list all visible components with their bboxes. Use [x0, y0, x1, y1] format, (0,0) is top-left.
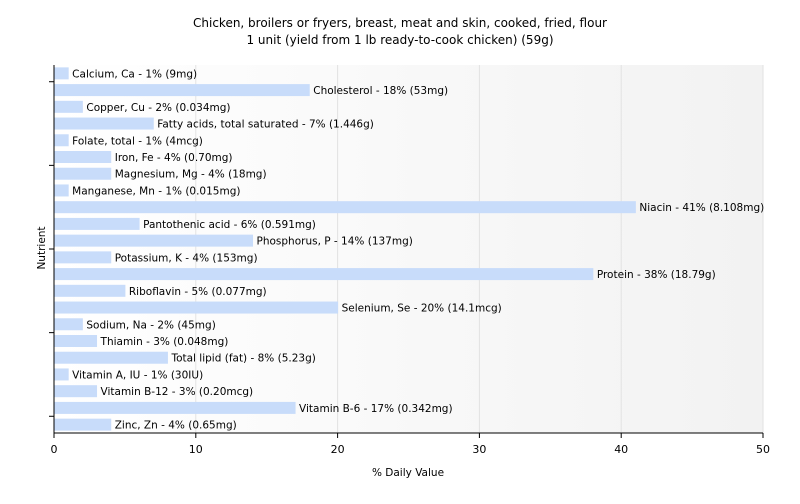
- bar: [54, 418, 112, 431]
- x-tick-label: 40: [614, 443, 628, 456]
- bar: [54, 368, 69, 381]
- bar-data-label: Selenium, Se - 20% (14.1mcg): [342, 303, 502, 315]
- bar-data-label: Zinc, Zn - 4% (0.65mg): [115, 420, 237, 432]
- bar-data-label: Phosphorus, P - 14% (137mg): [257, 236, 413, 248]
- x-tick-label: 30: [472, 443, 486, 456]
- bars: Calcium, Ca - 1% (9mg) Cholesterol - 18% …: [54, 67, 764, 432]
- y-axis-title: Nutrient: [36, 226, 48, 269]
- bar: [54, 184, 69, 197]
- bar: [54, 117, 154, 130]
- bar: [54, 351, 168, 364]
- bar: [54, 284, 126, 297]
- x-tick-label: 0: [51, 443, 58, 456]
- bar-data-label: Vitamin B-12 - 3% (0.20mcg): [101, 386, 254, 398]
- x-tick-label: 50: [756, 443, 770, 456]
- bar: [54, 151, 112, 163]
- bar-data-label: Total lipid (fat) - 8% (5.23g): [170, 353, 315, 365]
- bar-data-label: Protein - 38% (18.79g): [597, 269, 716, 281]
- bar-data-label: Copper, Cu - 2% (0.034mg): [86, 102, 230, 114]
- chart-title: Chicken, broilers or fryers, breast, mea…: [193, 16, 607, 30]
- bar-data-label: Folate, total - 1% (4mcg): [72, 135, 203, 147]
- plot-area: [54, 65, 763, 433]
- chart-subtitle: 1 unit (yield from 1 lb ready-to-cook ch…: [246, 33, 553, 47]
- bar-data-label: Riboflavin - 5% (0.077mg): [129, 286, 267, 298]
- bar: [54, 268, 594, 281]
- bar-data-label: Fatty acids, total saturated - 7% (1.446…: [157, 119, 374, 131]
- bar: [54, 201, 636, 214]
- bar: [54, 251, 112, 264]
- bar-data-label: Magnesium, Mg - 4% (18mg): [115, 169, 267, 181]
- bar-data-label: Cholesterol - 18% (53mg): [313, 85, 448, 97]
- bar: [54, 167, 112, 180]
- bar: [54, 134, 69, 147]
- bar-data-label: Potassium, K - 4% (153mg): [115, 252, 258, 264]
- bar-data-label: Niacin - 41% (8.108mg): [639, 202, 764, 214]
- bar-data-label: Iron, Fe - 4% (0.70mg): [115, 152, 233, 164]
- x-tick-label: 10: [189, 443, 203, 456]
- bar: [54, 234, 254, 247]
- bar: [54, 301, 339, 314]
- axes: 0 10 20 30 40 50: [49, 65, 770, 456]
- bar-data-label: Calcium, Ca - 1% (9mg): [72, 68, 197, 80]
- bar: [54, 67, 69, 80]
- bar: [54, 318, 83, 331]
- bar: [54, 335, 98, 347]
- bar: [54, 217, 140, 230]
- x-axis-title: % Daily Value: [372, 467, 444, 479]
- bar: [54, 100, 83, 113]
- bar-data-label: Thiamin - 3% (0.048mg): [100, 336, 229, 348]
- x-tick-label: 20: [331, 443, 345, 456]
- bar-data-label: Manganese, Mn - 1% (0.015mg): [72, 185, 240, 197]
- bar: [54, 401, 296, 414]
- bar: [54, 385, 98, 398]
- bar: [54, 84, 310, 97]
- gridlines: [195, 65, 764, 433]
- bar-data-label: Pantothenic acid - 6% (0.591mg): [143, 219, 316, 231]
- bar-data-label: Vitamin B-6 - 17% (0.342mg): [299, 403, 453, 415]
- bar-data-label: Vitamin A, IU - 1% (30IU): [72, 369, 203, 381]
- bar-data-label: Sodium, Na - 2% (45mg): [86, 319, 215, 331]
